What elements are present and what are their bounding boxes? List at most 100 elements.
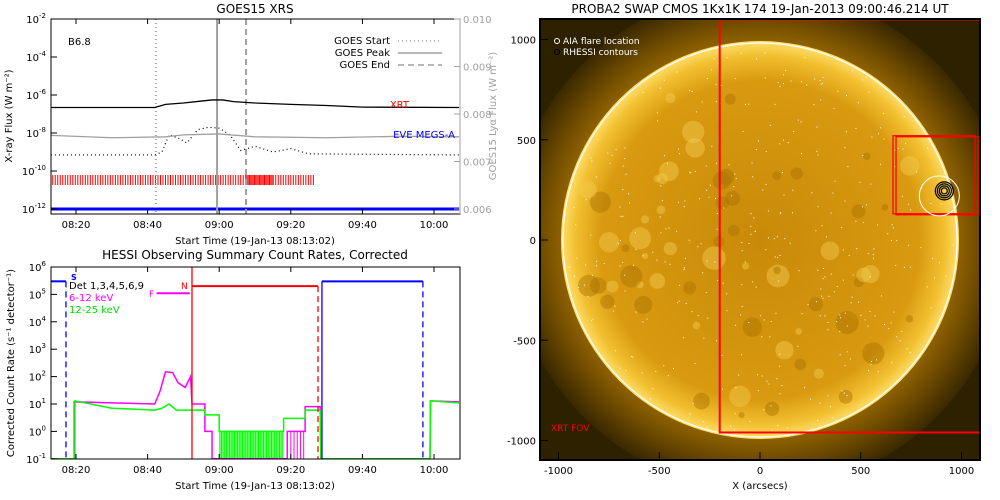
grid-dot <box>862 79 864 81</box>
grid-dot <box>846 394 848 396</box>
grid-dot <box>903 266 905 268</box>
grid-dot <box>717 280 719 282</box>
grid-dot <box>789 242 791 244</box>
grid-dot <box>761 336 763 338</box>
grid-dot <box>797 119 799 121</box>
grid-dot <box>699 198 701 200</box>
grid-dot <box>844 364 846 366</box>
x-tick-label: 09:00 <box>205 465 234 476</box>
grid-dot <box>731 195 733 197</box>
grid-dot <box>723 207 725 209</box>
grid-dot <box>833 291 835 293</box>
grid-dot <box>722 388 724 390</box>
grid-dot <box>672 368 674 370</box>
grid-dot <box>657 120 659 122</box>
grid-dot <box>868 370 870 372</box>
grid-dot <box>666 162 668 164</box>
grid-dot <box>683 269 685 271</box>
grid-dot <box>809 398 811 400</box>
y-tick-exponent: -8 <box>39 126 46 134</box>
active-region <box>862 342 885 365</box>
grid-dot <box>625 370 627 372</box>
x-tick-label: 08:20 <box>62 220 91 231</box>
grid-dot <box>817 206 819 208</box>
y-tick-label: 10-12 <box>22 202 46 216</box>
grid-dot <box>849 358 851 360</box>
grid-dot <box>664 155 666 157</box>
grid-dot <box>876 359 878 361</box>
grid-dot <box>573 206 575 208</box>
grid-dot <box>880 295 882 297</box>
grid-dot <box>741 242 743 244</box>
y-tick-exponent: 4 <box>42 315 47 323</box>
grid-dot <box>716 162 718 164</box>
goes-panel: GOES15 XRS 08:20 08:40 09:00 09:20 09:40 10:0… <box>4 2 499 247</box>
grid-dot <box>859 181 861 183</box>
grid-dot <box>872 253 874 255</box>
grid-dot <box>622 189 624 191</box>
grid-dot <box>676 230 678 232</box>
grid-dot <box>883 323 885 325</box>
grid-dot <box>894 149 896 151</box>
grid-dot <box>748 321 750 323</box>
grid-dot <box>779 353 781 355</box>
grid-dot <box>656 112 658 114</box>
grid-dot <box>715 83 717 85</box>
y-tick-label: -500 <box>513 336 536 347</box>
grid-dot <box>659 87 661 89</box>
grid-dot <box>839 331 841 333</box>
rhessi-legend-symbol <box>554 49 560 55</box>
grid-dot <box>632 264 634 266</box>
grid-dot <box>641 372 643 374</box>
active-region <box>715 196 729 210</box>
grid-dot <box>694 362 696 364</box>
active-region <box>725 190 741 206</box>
grid-dot <box>740 52 742 54</box>
active-region <box>693 392 710 410</box>
legend-aia: AIA flare location <box>563 37 640 47</box>
grid-dot <box>705 292 707 294</box>
grid-dot <box>694 170 696 172</box>
active-region <box>579 181 597 199</box>
active-region <box>702 246 726 270</box>
grid-dot <box>612 310 614 312</box>
grid-dot <box>741 250 743 252</box>
grid-dot <box>873 248 875 250</box>
grid-dot <box>655 371 657 373</box>
grid-dot <box>822 297 824 299</box>
grid-dot <box>877 371 879 373</box>
grid-dot <box>779 255 781 257</box>
grid-dot <box>635 94 637 96</box>
flare-flag: F <box>149 290 154 300</box>
grid-dot <box>768 383 770 385</box>
grid-dot <box>652 387 654 389</box>
grid-dot <box>738 374 740 376</box>
y-tick-exponent: 5 <box>42 287 46 295</box>
grid-dot <box>697 315 699 317</box>
grid-dot <box>901 195 903 197</box>
grid-dot <box>824 315 826 317</box>
solar-disk <box>561 41 959 439</box>
grid-dot <box>728 164 730 166</box>
grid-dot <box>708 196 710 198</box>
y-tick-label: 10-10 <box>22 164 46 178</box>
grid-dot <box>862 154 864 156</box>
grid-dot <box>891 224 893 226</box>
y-tick-exponent: -12 <box>35 202 46 210</box>
active-region <box>794 358 807 371</box>
grid-dot <box>741 354 743 356</box>
grid-dot <box>735 387 737 389</box>
grid-dot <box>806 84 808 86</box>
grid-dot <box>798 270 800 272</box>
active-region <box>600 294 615 309</box>
grid-dot <box>591 274 593 276</box>
grid-dot <box>926 286 928 288</box>
grid-dot <box>786 427 788 429</box>
grid-dot <box>701 101 703 103</box>
grid-dot <box>614 350 616 352</box>
grid-dot <box>800 121 802 123</box>
grid-dot <box>846 351 848 353</box>
grid-dot <box>855 127 857 129</box>
grid-dot <box>770 320 772 322</box>
